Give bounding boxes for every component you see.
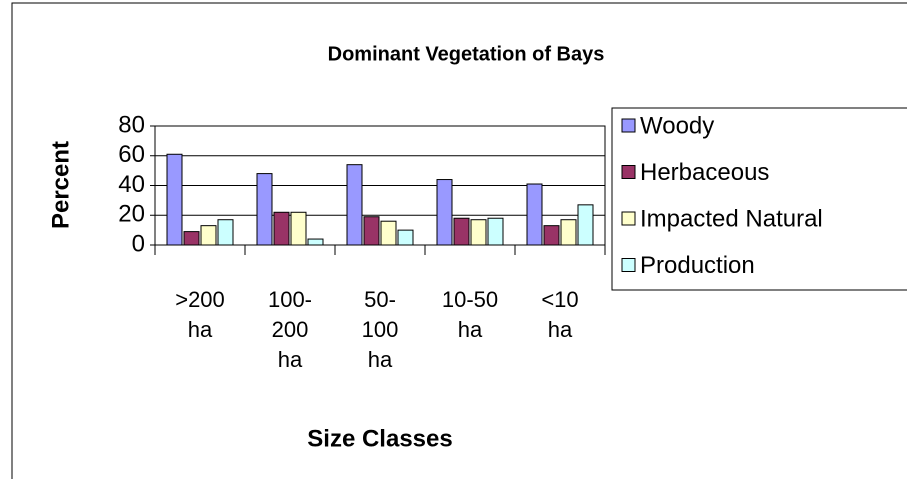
legend-swatch bbox=[621, 211, 636, 226]
bar bbox=[363, 216, 380, 246]
plot-border bbox=[154, 125, 606, 246]
x-tick-label: >200 ha bbox=[175, 287, 225, 342]
y-tick-label: 0 bbox=[132, 230, 145, 257]
legend-swatch bbox=[621, 118, 636, 133]
y-axis-title: Percent bbox=[47, 141, 74, 229]
bar bbox=[166, 153, 183, 246]
y-tick-label: 20 bbox=[118, 201, 145, 228]
bar bbox=[470, 219, 487, 246]
bar bbox=[526, 183, 543, 246]
bar bbox=[183, 231, 200, 246]
chart-title: Dominant Vegetation of Bays bbox=[328, 43, 605, 65]
bar bbox=[436, 179, 453, 246]
x-axis-title: Size Classes bbox=[307, 425, 452, 452]
bar bbox=[290, 211, 307, 246]
bar bbox=[217, 219, 234, 246]
bar bbox=[380, 220, 397, 246]
x-tick-label: <10 ha bbox=[541, 287, 579, 342]
legend-label: Herbaceous bbox=[640, 159, 769, 186]
x-tick-label: 10-50 ha bbox=[441, 287, 499, 342]
y-tick-label: 40 bbox=[118, 171, 145, 198]
bar bbox=[307, 238, 324, 246]
bar bbox=[256, 173, 273, 246]
legend-label: Production bbox=[640, 252, 755, 279]
x-tick-label: 50-100 ha bbox=[361, 287, 399, 372]
legend-label: Woody bbox=[640, 112, 714, 139]
bar bbox=[346, 164, 363, 246]
bar bbox=[273, 211, 290, 246]
legend-swatch bbox=[621, 258, 636, 272]
bar bbox=[487, 217, 504, 246]
x-tick-label: 100-200 ha bbox=[267, 287, 313, 372]
bar bbox=[577, 204, 594, 246]
legend-box bbox=[611, 107, 907, 291]
bar bbox=[543, 225, 560, 246]
bar bbox=[200, 225, 217, 246]
y-tick-label: 60 bbox=[118, 141, 145, 168]
bar bbox=[453, 217, 470, 246]
legend-swatch bbox=[621, 165, 636, 179]
bar bbox=[560, 219, 577, 246]
y-tick-label: 80 bbox=[118, 111, 145, 138]
legend-label: Impacted Natural bbox=[640, 205, 823, 232]
bar bbox=[397, 229, 414, 246]
